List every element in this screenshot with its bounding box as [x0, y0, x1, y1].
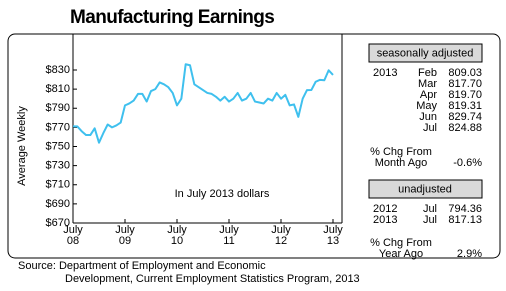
y-axis-label: Average Weekly	[16, 106, 28, 186]
x-tick-label: July 08	[63, 224, 83, 247]
panel-month: Feb	[418, 67, 437, 79]
panel-month: Mar	[418, 78, 437, 90]
panel-value: 817.13	[448, 214, 482, 226]
y-tick-label: $830	[46, 64, 70, 76]
panel-change-label: Month Ago	[375, 157, 428, 169]
panel-month: Apr	[420, 89, 437, 101]
panel-change-label: Year Ago	[379, 248, 423, 260]
panel-month: Jul	[423, 203, 437, 215]
panel-change-value: -0.6%	[453, 157, 482, 169]
panel-month: May	[416, 100, 437, 112]
y-tick-label: $710	[46, 179, 70, 191]
panel-title: unadjusted	[398, 183, 452, 195]
chart-title: Manufacturing Earnings	[70, 7, 274, 28]
panel-year: 2013	[373, 67, 397, 79]
x-tick-label: July 13	[323, 224, 343, 247]
panel-value: 829.74	[448, 111, 482, 123]
y-tick-label: $690	[46, 198, 70, 210]
panel-value: 817.70	[448, 78, 482, 90]
x-tick-label: July 11	[219, 224, 239, 247]
panel-value: 794.36	[448, 203, 482, 215]
y-tick-label: $670	[46, 217, 70, 229]
annotation: In July 2013 dollars	[175, 188, 270, 200]
panel-month: Jun	[419, 111, 437, 123]
x-tick-label: July 10	[167, 224, 187, 247]
panel-value: 824.88	[448, 122, 482, 134]
panel-month: Jul	[423, 122, 437, 134]
source-line: Source: Department of Employment and Eco…	[18, 260, 266, 272]
y-tick-label: $810	[46, 83, 70, 95]
panel-year: 2012	[373, 203, 397, 215]
panel-header	[368, 179, 483, 199]
panel-header	[368, 43, 483, 63]
x-tick-label: July 09	[115, 224, 135, 247]
panel-year: 2013	[373, 214, 397, 226]
y-tick-label: $730	[46, 160, 70, 172]
panel-title: seasonally adjusted	[377, 47, 474, 59]
y-tick-label: $770	[46, 121, 70, 133]
panel-month: Jul	[423, 214, 437, 226]
panel-value: 819.31	[448, 100, 482, 112]
panel-value: 809.03	[448, 67, 482, 79]
panel-change-value: 2.9%	[457, 248, 482, 260]
x-tick-label: July 12	[271, 224, 291, 247]
frame	[7, 33, 501, 259]
source-line: Development, Current Employment Statisti…	[65, 273, 360, 285]
panel-change-label: % Chg From	[370, 146, 432, 158]
panel-change-label: % Chg From	[370, 237, 432, 249]
data-line	[73, 63, 334, 144]
y-tick-label: $750	[46, 140, 70, 152]
y-tick-label: $790	[46, 102, 70, 114]
panel-value: 819.70	[448, 89, 482, 101]
